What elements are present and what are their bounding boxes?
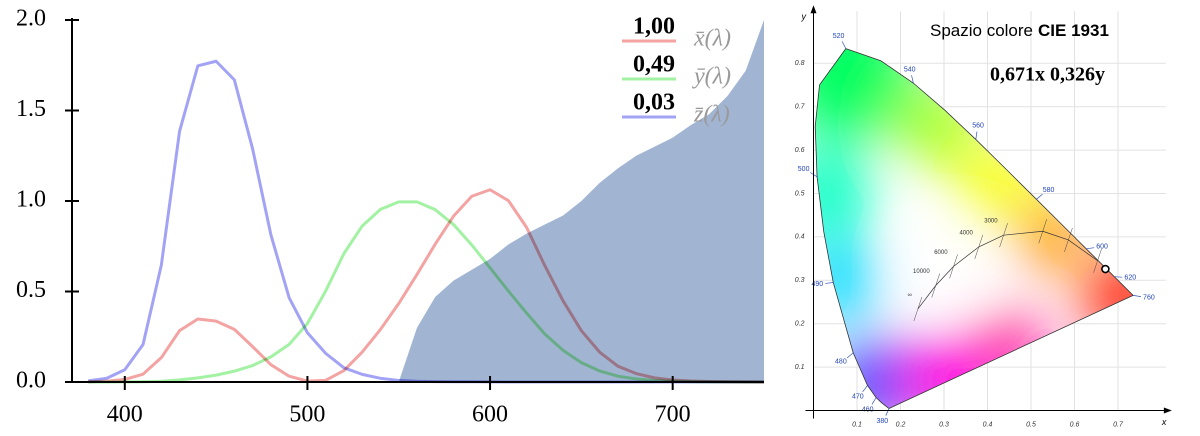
x-tick-label: 0.4 xyxy=(983,421,993,428)
x-tick-label: 500 xyxy=(289,402,325,428)
y-tick-label: 2.0 xyxy=(16,6,46,32)
chart-title: Spazio colore CIE 1931 xyxy=(930,21,1109,40)
x-tick-label: 600 xyxy=(472,402,508,428)
y-tick-label: 0.5 xyxy=(795,190,805,197)
locus-label: 560 xyxy=(972,122,984,129)
locus-label: 490 xyxy=(812,281,824,288)
legend-value: 0,03 xyxy=(633,90,675,116)
isotherm xyxy=(1038,219,1047,244)
locus-tick xyxy=(975,131,978,140)
planckian-locus xyxy=(917,230,1098,310)
y-tick-label: 0.3 xyxy=(795,277,805,284)
x-tick-label: 0.2 xyxy=(896,421,906,428)
y-tick-label: 1.0 xyxy=(16,187,46,213)
x-tick-label: 400 xyxy=(107,402,143,428)
title-text: Spazio colore xyxy=(930,21,1033,40)
planckian-label: 10000 xyxy=(913,269,930,275)
locus-tick xyxy=(862,385,868,393)
gamut-blob xyxy=(895,84,976,165)
locus-tick xyxy=(841,41,847,49)
x-tick-label: 0.6 xyxy=(1070,421,1080,428)
locus-tick xyxy=(846,352,854,359)
cmf-chart: 1,00 x̄(λ) 0,49 ȳ(λ) 0,03 z̄(λ) 0.0 0.5 1.0 1.5 2.… xyxy=(16,6,765,428)
locus-label: 470 xyxy=(852,393,864,400)
y-axis-label: y xyxy=(801,12,807,22)
legend-label: ȳ(λ) xyxy=(692,64,731,90)
isotherm xyxy=(1093,248,1102,273)
legend-value: 1,00 xyxy=(633,14,675,40)
y-tick-label: 0.7 xyxy=(795,104,806,111)
planckian-label: 6000 xyxy=(934,250,948,256)
legend-label: x̄(λ) xyxy=(693,26,731,52)
locus-tick xyxy=(1133,295,1142,297)
planckian-label: 3000 xyxy=(984,219,998,225)
legend-value: 0,49 xyxy=(633,52,675,78)
x-tick-label: 700 xyxy=(655,402,691,428)
series-line xyxy=(88,200,765,384)
y-tick-label: 1.5 xyxy=(16,96,46,122)
y-tick-label: 0.0 xyxy=(16,368,46,394)
locus-label: 540 xyxy=(904,66,916,73)
title-bold: CIE 1931 xyxy=(1038,21,1109,40)
locus-tick xyxy=(825,282,834,284)
locus-label: 500 xyxy=(798,166,810,173)
y-tick-label: 0.6 xyxy=(795,147,805,154)
locus-label: 380 xyxy=(876,418,888,425)
series-line xyxy=(88,188,765,384)
y-tick-label: 0.5 xyxy=(16,277,46,303)
isotherm xyxy=(974,234,984,259)
isotherm xyxy=(1064,227,1073,253)
gamut-blob xyxy=(974,310,1045,381)
locus-label: 620 xyxy=(1124,274,1136,281)
y-tick-label: 0.4 xyxy=(795,234,805,241)
x-tick-label: 0.1 xyxy=(852,421,862,428)
sample-point xyxy=(1101,264,1110,274)
locus-label: 760 xyxy=(1143,294,1155,301)
y-arrow xyxy=(810,5,817,14)
x-tick-label: 0.3 xyxy=(939,421,949,428)
x-tick-label: 0.7 xyxy=(1113,421,1124,428)
locus-tick xyxy=(1086,247,1095,250)
gamut-blob xyxy=(815,48,919,142)
isotherm xyxy=(949,254,958,279)
planckian-label: 4000 xyxy=(959,230,973,236)
locus-tick xyxy=(911,75,914,84)
locus-label: 480 xyxy=(835,359,847,366)
locus-label: 600 xyxy=(1096,244,1108,251)
isotherm xyxy=(999,223,1008,248)
x-axis-label: x xyxy=(1161,417,1167,427)
locus-label: 460 xyxy=(862,406,874,413)
locus-tick xyxy=(1036,193,1043,200)
y-tick-label: 0.2 xyxy=(795,321,805,328)
gamut-blob xyxy=(815,148,872,239)
locus-label: 520 xyxy=(833,33,845,40)
legend-label: z̄(λ) xyxy=(693,102,730,128)
gamut-blob xyxy=(956,144,1037,225)
annotation: 0,671x 0,326y xyxy=(990,64,1105,86)
locus-label: 580 xyxy=(1043,187,1055,194)
y-tick-label: 0.1 xyxy=(795,364,805,371)
planckian-label: ∞ xyxy=(908,293,912,299)
locus-tick xyxy=(871,397,877,405)
isotherm xyxy=(931,273,940,298)
isotherm xyxy=(913,296,923,322)
spectrum-area xyxy=(398,20,764,382)
x-tick-label: 0.5 xyxy=(1026,421,1036,428)
y-tick-label: 0.8 xyxy=(795,60,805,67)
gamut-blob xyxy=(1081,252,1134,343)
locus-tick xyxy=(885,408,890,416)
x-arrow xyxy=(1163,407,1172,414)
